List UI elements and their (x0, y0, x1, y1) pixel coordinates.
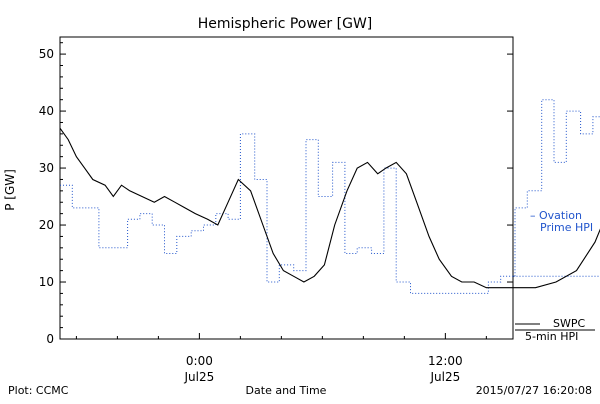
series-swpc-5min-hpi-line (59, 127, 600, 289)
y-tick-label: 50 (39, 47, 54, 61)
x-tick-time-label: 12:00 (428, 354, 463, 368)
series-layer (59, 99, 600, 294)
y-tick-label: 10 (39, 275, 54, 289)
footer-timestamp: 2015/07/27 16:20:08 (476, 384, 592, 397)
y-axis: 0 10 20 30 40 50 (39, 42, 513, 346)
chart-title: Hemispheric Power [GW] (198, 16, 373, 32)
x-axis: 0:00Jul2512:00Jul250:00Jul2612:00Jul260:… (75, 333, 487, 384)
legend-ovation-label-line1: – Ovation (530, 209, 582, 222)
legend-ovation-label-line2: Prime HPI (540, 221, 593, 234)
series-ovation-prime-hpi-line (60, 99, 600, 294)
plot-frame (59, 36, 514, 340)
y-tick-label: 0 (46, 332, 54, 346)
footer-plot-credit: Plot: CCMC (8, 384, 69, 397)
y-tick-label: 20 (39, 218, 54, 232)
x-tick-date-label: Jul25 (184, 370, 215, 384)
y-axis-label: P [GW] (3, 169, 17, 211)
x-axis-label: Date and Time (246, 384, 327, 397)
y-tick-label: 40 (39, 104, 54, 118)
y-tick-label: 30 (39, 161, 54, 175)
x-tick-time-label: 0:00 (186, 354, 213, 368)
legend-swpc-label-line1: SWPC (553, 317, 585, 330)
x-tick-date-label: Jul25 (429, 370, 460, 384)
legend-swpc-label-line2: 5-min HPI (525, 330, 578, 343)
